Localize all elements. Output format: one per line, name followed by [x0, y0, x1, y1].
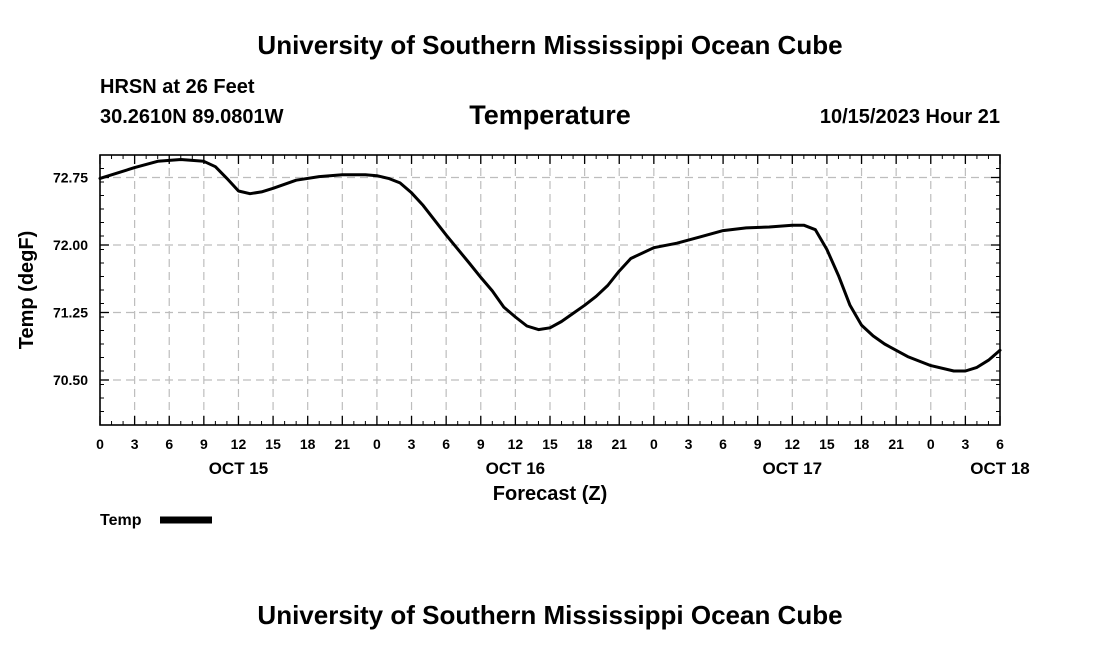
temp-series-line	[98, 158, 1002, 373]
x-tick-label: 12	[231, 436, 247, 452]
x-tick-label: 3	[685, 436, 693, 452]
x-tick-label: 18	[300, 436, 316, 452]
x-tick-label: 21	[611, 436, 627, 452]
x-tick-label: 3	[408, 436, 416, 452]
x-tick-label: 15	[265, 436, 281, 452]
y-tick-label: 70.50	[53, 372, 88, 388]
y-tick-label: 72.75	[53, 170, 88, 186]
x-tick-label: 3	[131, 436, 139, 452]
x-tick-label: 12	[785, 436, 801, 452]
y-tick-label: 72.00	[53, 237, 88, 253]
x-tick-label: 6	[719, 436, 727, 452]
x-axis-label: Forecast (Z)	[493, 483, 607, 505]
legend-label: Temp	[100, 512, 142, 529]
tick-layer: 0 3 6 9 12 15 18 21 0 3 6 9 12 15 18 21 0 3 6 9 12 15 18 21 0 3 6 O…	[53, 155, 1030, 478]
x-tick-label: 15	[819, 436, 835, 452]
date-label: OCT 16	[486, 459, 546, 478]
x-tick-label: 21	[888, 436, 904, 452]
y-axis-label: Temp (degF)	[16, 231, 38, 350]
station-coordinates: 30.2610N 89.0801W	[100, 106, 284, 128]
plot-title: Temperature	[469, 100, 631, 130]
legend: Temp	[100, 512, 212, 529]
x-tick-label: 9	[754, 436, 762, 452]
grid-layer	[100, 155, 1000, 425]
x-tick-label: 15	[542, 436, 558, 452]
x-tick-label: 3	[961, 436, 969, 452]
x-tick-label: 6	[165, 436, 173, 452]
date-label: OCT 15	[209, 459, 269, 478]
date-label: OCT 18	[970, 459, 1030, 478]
x-tick-label: 18	[854, 436, 870, 452]
x-tick-label: 6	[442, 436, 450, 452]
footer-title: University of Southern Mississippi Ocean…	[257, 600, 843, 630]
x-tick-label: 0	[927, 436, 935, 452]
x-tick-label: 9	[477, 436, 485, 452]
date-label: OCT 17	[763, 459, 823, 478]
x-tick-label: 12	[508, 436, 524, 452]
station-label: HRSN at 26 Feet	[100, 76, 255, 98]
x-tick-label: 18	[577, 436, 593, 452]
x-tick-label: 9	[200, 436, 208, 452]
plot-frame	[99, 154, 1001, 426]
x-tick-label: 0	[96, 436, 104, 452]
site-title: University of Southern Mississippi Ocean…	[257, 30, 843, 60]
x-tick-label: 6	[996, 436, 1004, 452]
x-tick-label: 21	[335, 436, 351, 452]
y-tick-label: 71.25	[53, 305, 88, 321]
x-tick-label: 0	[373, 436, 381, 452]
series-layer	[98, 158, 1002, 373]
forecast-datetime: 10/15/2023 Hour 21	[819, 106, 1000, 128]
x-tick-label: 0	[650, 436, 658, 452]
